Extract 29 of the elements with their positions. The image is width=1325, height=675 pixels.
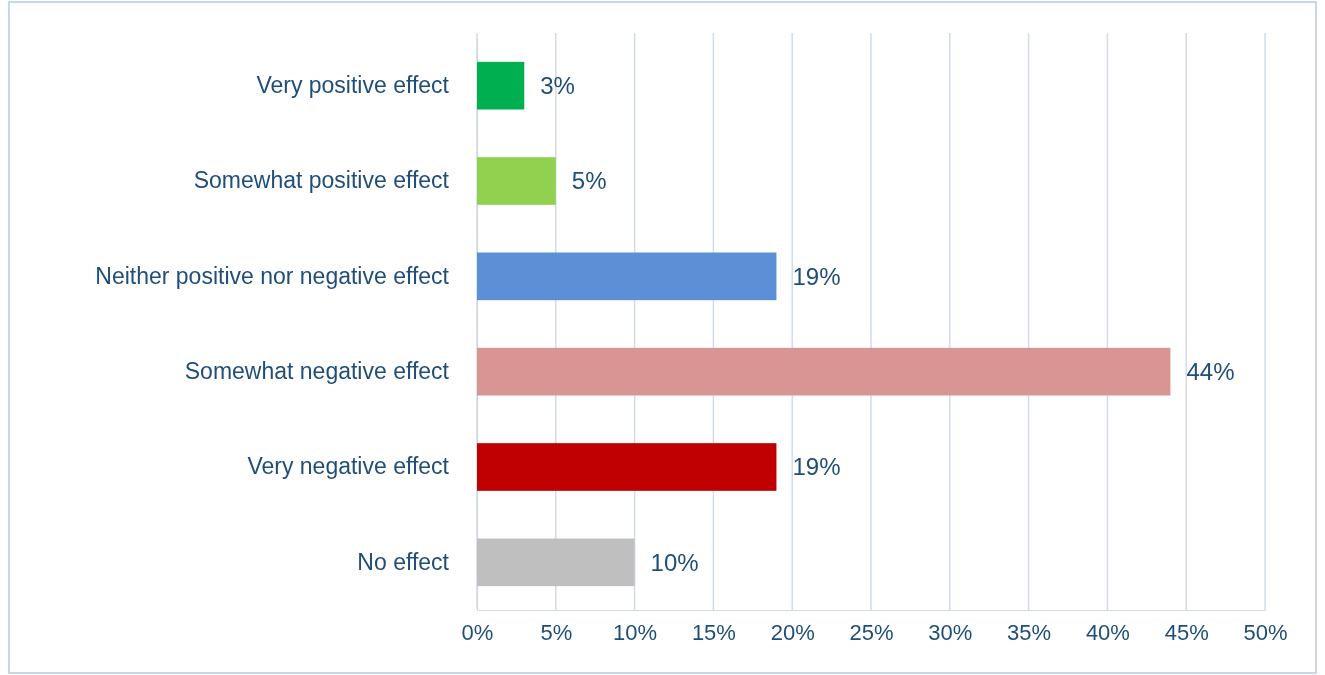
x-tick-label: 10% [613, 619, 658, 645]
x-tick-label: 5% [540, 619, 573, 645]
x-tick-label: 15% [691, 619, 736, 645]
y-tick-label: Somewhat positive effect [193, 167, 450, 194]
bar [477, 443, 777, 491]
bar [477, 61, 525, 110]
data-label: 44% [1186, 358, 1235, 386]
data-label: 19% [792, 262, 841, 290]
x-tick-label: 40% [1085, 619, 1130, 645]
x-tick-label: 35% [1007, 619, 1052, 645]
x-tick-label: 30% [928, 619, 973, 645]
x-tick-label: 50% [1243, 619, 1288, 645]
x-tick-label: 20% [770, 619, 815, 645]
data-label: 19% [792, 453, 841, 481]
data-label: 5% [571, 167, 607, 195]
y-tick-label: Very positive effect [256, 72, 450, 99]
y-tick-label: No effect [357, 548, 450, 575]
y-tick-label: Neither positive nor negative effect [95, 262, 450, 289]
x-tick-label: 25% [849, 619, 894, 645]
x-tick-label: 45% [1164, 619, 1209, 645]
data-label: 3% [540, 72, 575, 100]
bar [477, 157, 556, 205]
y-tick-label: Very negative effect [247, 453, 450, 480]
bar [477, 347, 1171, 396]
bar [477, 252, 777, 301]
y-tick-label: Somewhat negative effect [184, 358, 450, 385]
data-label: 10% [650, 548, 699, 576]
bar [477, 538, 635, 587]
x-tick-label: 0% [461, 619, 494, 645]
